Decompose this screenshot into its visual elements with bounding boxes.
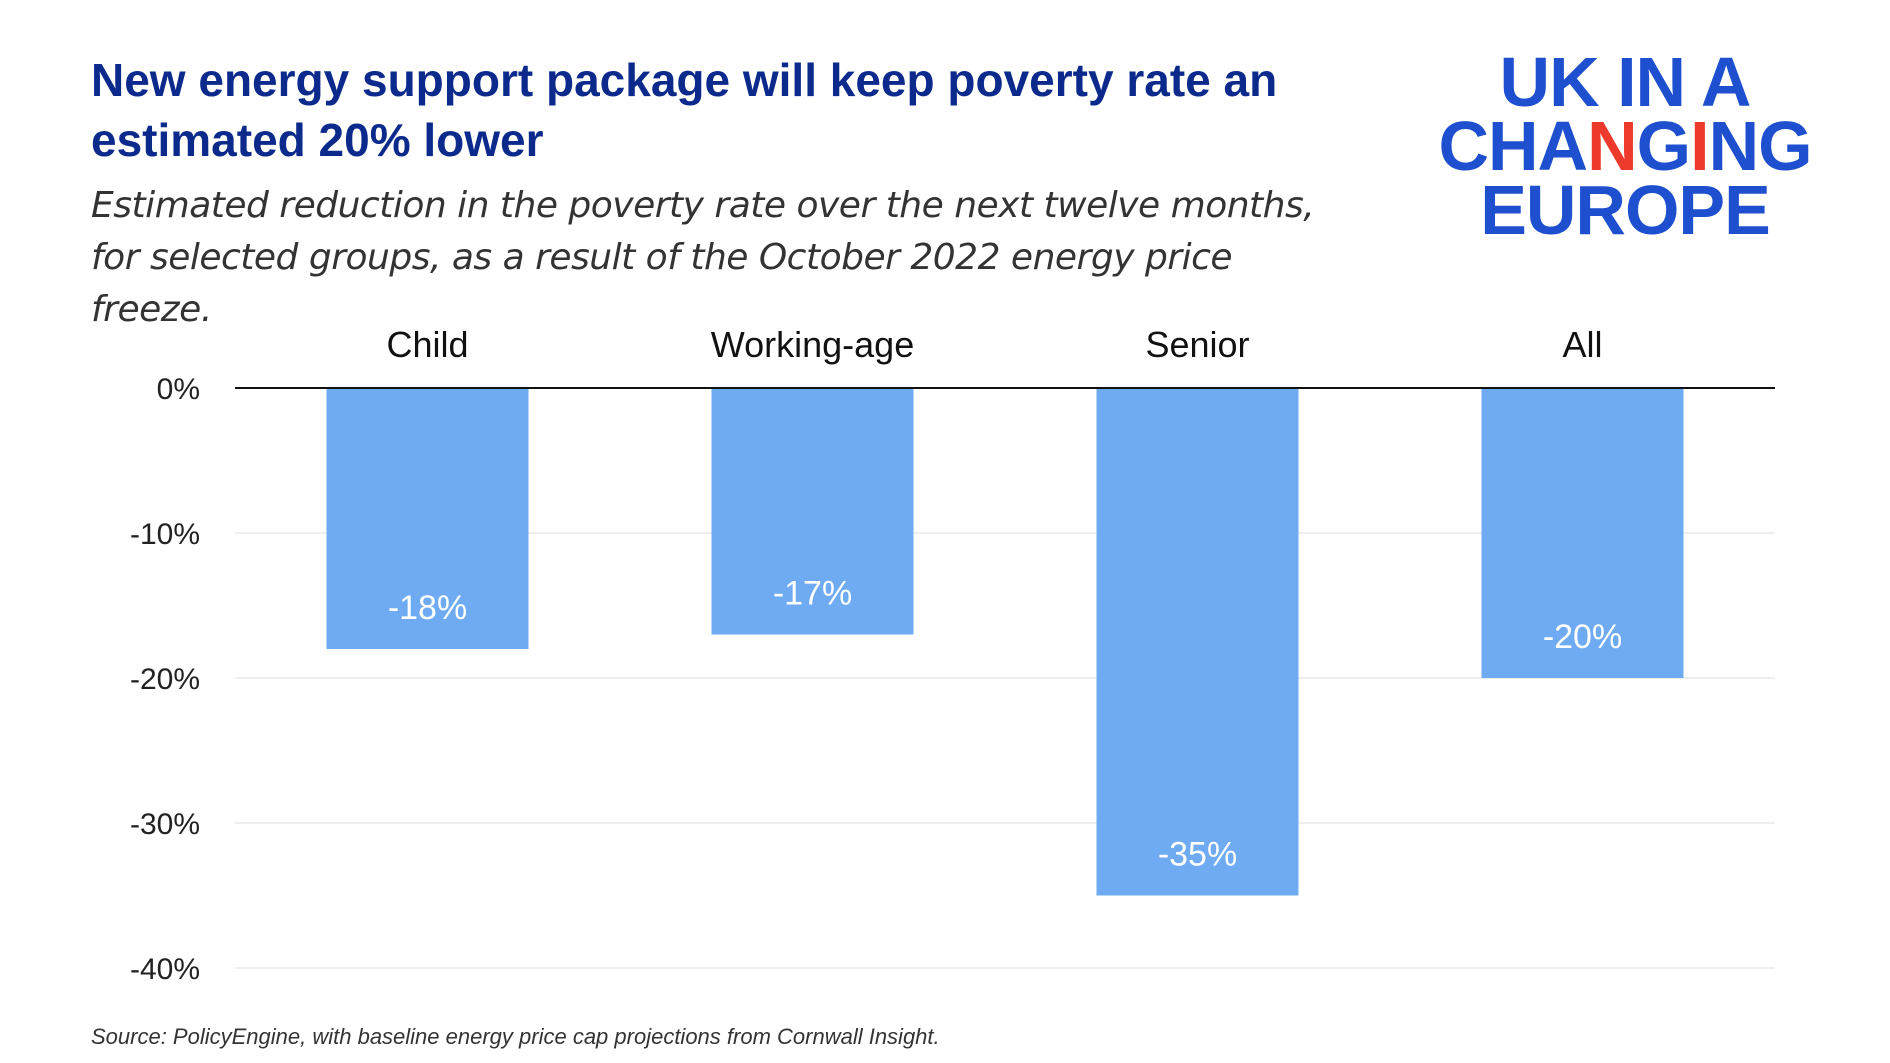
category-label: Child [386, 324, 468, 365]
y-tick-label: 0% [157, 373, 200, 406]
data-label: -18% [388, 589, 467, 627]
logo-text: NG [1708, 107, 1813, 185]
logo-line-1: UK IN A [1499, 43, 1752, 121]
chart-subtitle: Estimated reduction in the poverty rate … [91, 185, 1315, 330]
logo-accent-letter: N [1587, 107, 1638, 185]
source-note: Source: PolicyEngine, with baseline ener… [91, 1024, 940, 1049]
logo-accent-letter: I [1690, 107, 1709, 185]
bar-senior [1096, 388, 1299, 896]
bar-all [1481, 388, 1684, 678]
category-label: Working-age [711, 324, 914, 365]
data-label: -20% [1543, 618, 1622, 656]
y-tick-label: -30% [130, 808, 200, 841]
logo-line-2: CHANGING [1400, 111, 1850, 181]
category-label: All [1562, 324, 1602, 365]
data-label: -35% [1158, 836, 1237, 874]
bar-working-age [711, 388, 914, 635]
bar-child [326, 388, 529, 649]
y-tick-label: -10% [130, 518, 200, 551]
bar-chart: 0% -10% -20% -30% -40% Child -18% Working-age -1… [130, 324, 1775, 986]
logo-line-3: EUROPE [1480, 171, 1771, 249]
chart-title: New energy support package will keep pov… [91, 54, 1278, 166]
y-tick-label: -20% [130, 663, 200, 696]
category-label: Senior [1145, 324, 1249, 365]
logo-text: G [1636, 107, 1691, 185]
y-tick-label: -40% [130, 953, 200, 986]
data-label: -17% [773, 575, 852, 613]
uk-in-a-changing-europe-logo: UK IN A CHANGING EUROPE [1400, 43, 1850, 250]
logo-text: CHA [1438, 107, 1588, 185]
